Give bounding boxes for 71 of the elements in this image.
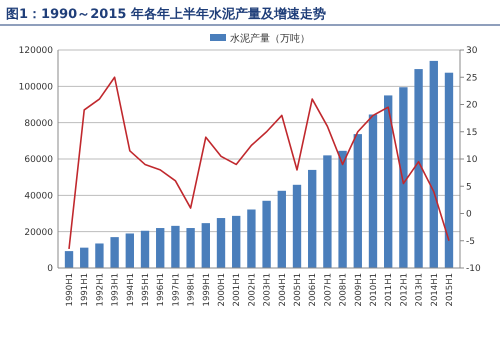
y-tick-label: 0: [47, 264, 54, 274]
bar: [262, 200, 271, 268]
y2-tick-label: 20: [466, 100, 478, 111]
bar: [202, 223, 210, 268]
x-tick-label: 1992H1: [95, 273, 106, 306]
bar: [430, 60, 438, 268]
bar: [80, 248, 88, 268]
bar: [110, 237, 119, 268]
x-tick-label: 2003H1: [262, 273, 273, 306]
x-tick-label: 2000H1: [216, 273, 227, 306]
x-tick-label: 2008H1: [338, 273, 349, 306]
x-tick-label: 1993H1: [110, 273, 121, 306]
bar: [126, 233, 134, 268]
bar: [186, 228, 195, 268]
bar: [338, 150, 347, 268]
y2-tick-label: 25: [466, 73, 478, 84]
legend-label: 水泥产量（万吨）: [230, 32, 310, 44]
y2-tick-label: 5: [466, 182, 472, 192]
y2-tick-label: 30: [466, 46, 478, 56]
y2-tick-label: 10: [466, 155, 478, 166]
x-tick-label: 1998H1: [186, 273, 197, 306]
bar: [368, 114, 378, 268]
bar: [171, 226, 180, 268]
bar: [354, 134, 362, 268]
x-tick-label: 2010H1: [368, 273, 379, 306]
x-tick-label: 2001H1: [232, 273, 242, 306]
x-tick-label: 2004H1: [278, 273, 288, 306]
bar: [140, 230, 150, 268]
x-tick-label: 1994H1: [126, 273, 136, 306]
bar: [384, 95, 392, 268]
line-series: [68, 76, 450, 250]
x-tick-label: 2011H1: [384, 273, 394, 306]
bar: [444, 72, 454, 268]
y2-tick-label: 15: [466, 128, 478, 138]
y2-tick-label: -5: [466, 236, 475, 247]
x-tick-label: 2012H1: [399, 273, 410, 306]
bar: [156, 228, 164, 268]
x-tick-label: 2006H1: [308, 273, 318, 306]
y2-tick-label: -10: [466, 264, 481, 274]
y-tick-label: 40000: [24, 191, 54, 202]
y-tick-label: 100000: [18, 82, 54, 92]
bar: [308, 170, 316, 268]
x-tick-label: 2015H1: [444, 273, 455, 306]
chart-title: 图1：1990～2015 年各年上半年水泥产量及增速走势: [6, 6, 326, 22]
y-tick-label: 120000: [18, 46, 54, 56]
y2-tick-label: 0: [466, 210, 472, 220]
x-tick-label: 2005H1: [292, 273, 303, 306]
bar: [216, 218, 226, 268]
x-tick-label: 2009H1: [354, 273, 364, 306]
x-tick-label: 2007H1: [323, 273, 334, 306]
bar: [278, 190, 286, 268]
bar: [323, 155, 332, 268]
bar: [95, 243, 104, 268]
bar: [64, 251, 74, 268]
x-tick-label: 2002H1: [247, 273, 258, 306]
bar: [232, 216, 240, 268]
x-tick-label: 1991H1: [80, 273, 90, 306]
x-tick-label: 1990H1: [64, 273, 75, 306]
bar: [414, 69, 423, 268]
x-tick-label: 2013H1: [414, 273, 425, 306]
bar: [399, 87, 408, 268]
x-tick-label: 1996H1: [156, 273, 166, 306]
x-tick-label: 2014H1: [430, 273, 440, 306]
x-tick-label: 1995H1: [140, 273, 151, 306]
y-tick-label: 20000: [24, 228, 54, 238]
bar: [292, 184, 302, 268]
x-tick-label: 1997H1: [171, 273, 182, 306]
bar: [247, 210, 256, 268]
y-tick-label: 80000: [24, 118, 54, 129]
x-tick-label: 1999H1: [202, 273, 212, 306]
y-tick-label: 60000: [24, 155, 54, 166]
